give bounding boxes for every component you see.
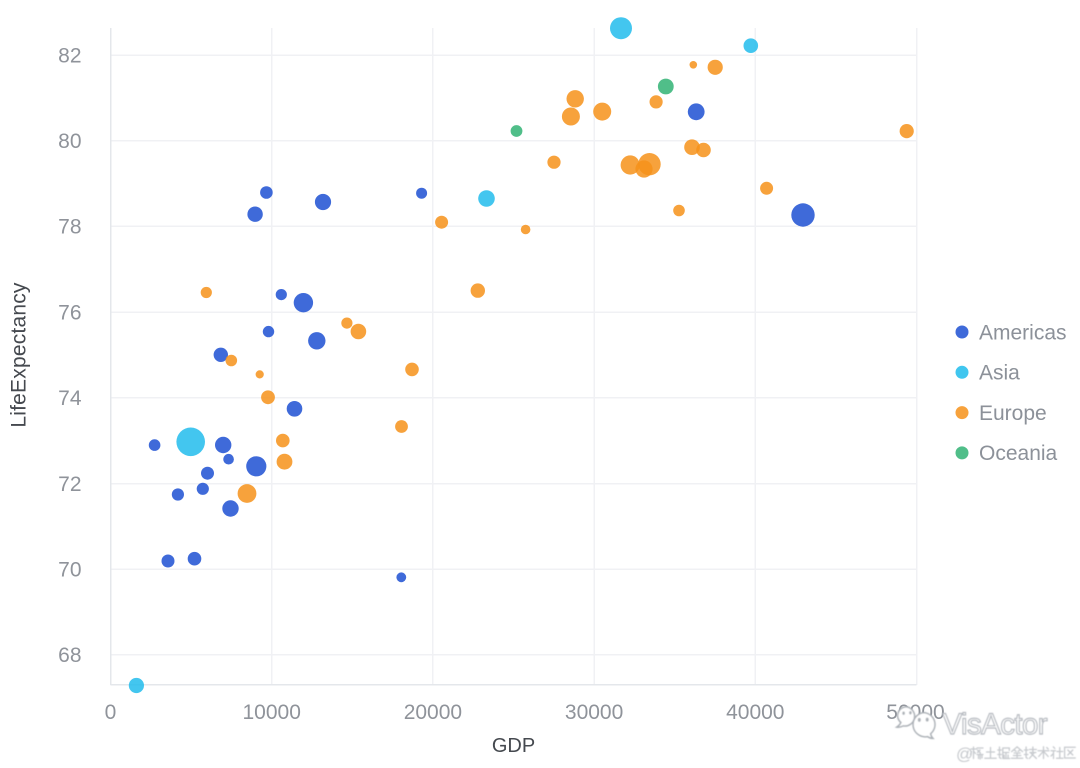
svg-text:Europe: Europe [979, 402, 1047, 425]
svg-text:0: 0 [105, 701, 117, 724]
svg-text:Oceania: Oceania [979, 442, 1058, 465]
svg-text:72: 72 [58, 473, 81, 496]
svg-text:80: 80 [58, 130, 81, 153]
svg-text:GDP: GDP [492, 735, 535, 757]
svg-text:70: 70 [58, 559, 81, 582]
svg-text:74: 74 [58, 387, 82, 410]
svg-text:@: @ [956, 745, 973, 764]
svg-text:40000: 40000 [726, 701, 784, 724]
svg-text:30000: 30000 [565, 701, 623, 724]
svg-text:10000: 10000 [242, 701, 300, 724]
svg-text:LifeExpectancy: LifeExpectancy [8, 282, 31, 428]
svg-text:82: 82 [58, 44, 81, 67]
svg-text:68: 68 [58, 644, 81, 667]
svg-text:78: 78 [58, 216, 81, 239]
svg-text:Americas: Americas [979, 321, 1067, 344]
svg-text:VisActor: VisActor [943, 708, 1048, 741]
svg-text:Asia: Asia [979, 362, 1020, 385]
svg-text:20000: 20000 [404, 701, 462, 724]
svg-text:76: 76 [58, 301, 81, 324]
